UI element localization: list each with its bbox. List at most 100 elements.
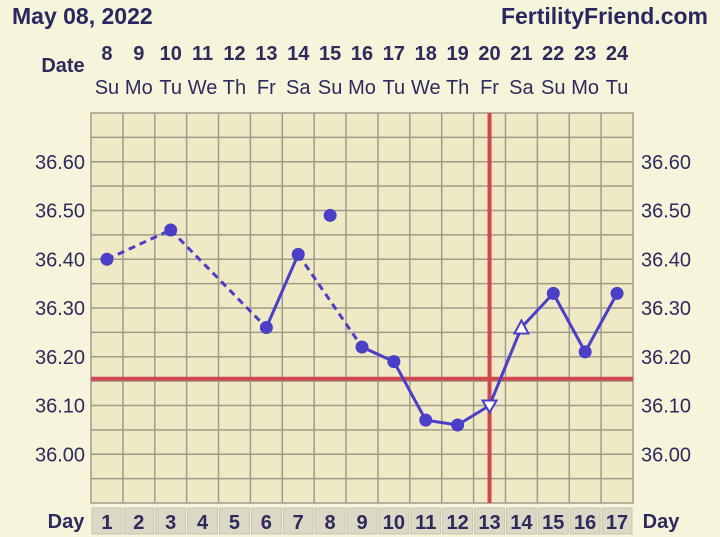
- cycle-day-cell: [155, 507, 187, 535]
- cycle-day-cell: [442, 507, 474, 535]
- data-point: [323, 208, 337, 222]
- data-point: [578, 345, 592, 359]
- data-point: [451, 418, 465, 432]
- data-point-triangle: [512, 318, 531, 335]
- temperature-line-dashed: [169, 228, 268, 329]
- date-label: 13: [255, 43, 277, 65]
- temperature-line-dashed: [296, 253, 364, 348]
- day-row-label-left: Day: [48, 511, 86, 533]
- cycle-day-cell: [505, 507, 537, 535]
- cycle-day-label: 5: [229, 512, 240, 534]
- cycle-day-label: 14: [510, 512, 533, 534]
- cycle-day-cell: [91, 507, 123, 535]
- data-point: [291, 247, 305, 261]
- y-tick-label-left: 36.50: [35, 201, 85, 223]
- day-row-label-right: Day: [643, 511, 681, 533]
- date-label: 8: [101, 43, 112, 65]
- data-point-triangle: [480, 399, 499, 415]
- data-point: [164, 223, 178, 237]
- cycle-day-cell: [282, 507, 314, 535]
- date-label: 23: [574, 43, 596, 65]
- date-label: 14: [287, 43, 310, 65]
- weekday-label: Su: [541, 77, 565, 99]
- y-tick-label-left: 36.30: [35, 298, 85, 320]
- data-point: [610, 286, 624, 300]
- weekday-label: Fr: [257, 77, 276, 99]
- weekday-label: Fr: [480, 77, 499, 99]
- temperature-line-solid: [551, 292, 587, 353]
- weekday-label: Sa: [286, 77, 311, 99]
- weekday-label: We: [188, 77, 218, 99]
- temperature-line-solid: [392, 360, 428, 421]
- cycle-day-cell: [410, 507, 442, 535]
- data-point: [100, 252, 114, 266]
- date-label: 10: [160, 43, 182, 65]
- cycle-day-cell: [474, 507, 505, 535]
- cycle-day-label: 3: [165, 512, 176, 534]
- date-label: 20: [478, 43, 500, 65]
- cycle-day-label: 2: [133, 512, 144, 534]
- cycle-day-cell: [123, 507, 155, 535]
- y-tick-label-right: 36.50: [641, 201, 691, 223]
- date-label: 9: [133, 43, 144, 65]
- y-tick-label-right: 36.30: [641, 298, 691, 320]
- weekday-label: Tu: [159, 77, 182, 99]
- temperature-line-solid: [488, 326, 523, 407]
- weekday-label: Tu: [606, 77, 629, 99]
- weekday-label: Tu: [383, 77, 406, 99]
- date-label: 21: [510, 43, 532, 65]
- y-tick-label-right: 36.00: [641, 444, 691, 466]
- cycle-day-cell: [219, 507, 250, 535]
- cycle-day-label: 1: [101, 512, 112, 534]
- weekday-label: Mo: [125, 77, 153, 99]
- y-tick-label-left: 36.40: [35, 249, 85, 271]
- cycle-day-label: 9: [356, 512, 367, 534]
- data-point: [259, 321, 273, 334]
- data-point: [419, 413, 433, 427]
- date-label: 19: [447, 43, 469, 65]
- temperature-line-solid: [264, 253, 300, 329]
- cycle-day-label: 15: [542, 512, 564, 534]
- cycle-day-cell: [187, 507, 219, 535]
- cycle-day-cell: [346, 507, 378, 535]
- date-label: 22: [542, 43, 564, 65]
- weekday-label: Mo: [571, 77, 599, 99]
- y-tick-label-right: 36.60: [641, 152, 691, 174]
- cycle-day-label: 10: [383, 512, 405, 534]
- cycle-day-label: 11: [415, 512, 436, 534]
- cycle-day-cell: [537, 507, 569, 535]
- cycle-day-cell: [378, 507, 410, 535]
- data-point: [546, 286, 560, 300]
- cycle-day-label: 17: [606, 512, 628, 534]
- y-tick-label-right: 36.40: [641, 249, 691, 271]
- weekday-label: Su: [95, 77, 119, 99]
- weekday-label: Su: [318, 77, 342, 99]
- date-label: 17: [383, 43, 405, 65]
- weekday-label: Th: [446, 77, 469, 99]
- date-label: 18: [415, 43, 437, 65]
- data-point: [387, 355, 401, 369]
- chart-date-title: May 08, 2022: [12, 3, 153, 29]
- y-tick-label-left: 36.00: [35, 444, 85, 466]
- cycle-day-label: 13: [478, 512, 500, 534]
- weekday-label: We: [411, 77, 441, 99]
- date-label: 11: [192, 43, 213, 65]
- temperature-line-solid: [583, 292, 619, 353]
- date-label: 15: [319, 43, 341, 65]
- cycle-day-label: 7: [293, 512, 304, 534]
- temperature-line-solid: [520, 292, 555, 329]
- y-tick-label-right: 36.20: [641, 347, 691, 369]
- cycle-day-label: 4: [197, 512, 209, 534]
- y-tick-label-right: 36.10: [641, 396, 691, 418]
- date-label: 16: [351, 43, 373, 65]
- cycle-day-cell: [569, 507, 601, 535]
- cycle-day-label: 16: [574, 512, 596, 534]
- cycle-day-cell: [314, 507, 346, 535]
- data-point: [355, 340, 369, 354]
- date-label: 24: [606, 43, 629, 65]
- y-tick-label-left: 36.10: [35, 396, 85, 418]
- cycle-day-cell: [250, 507, 282, 535]
- weekday-label: Th: [223, 77, 246, 99]
- date-row-label: Date: [41, 55, 84, 77]
